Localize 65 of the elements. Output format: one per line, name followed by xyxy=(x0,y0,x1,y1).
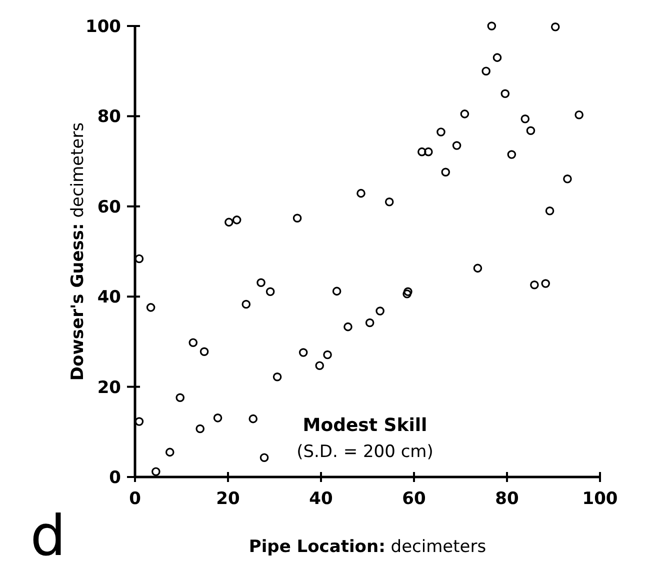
point xyxy=(256,278,266,288)
point xyxy=(323,350,332,360)
point xyxy=(520,114,530,124)
point xyxy=(356,188,366,198)
annotation: (S.D. = 200 cm) xyxy=(296,442,434,462)
point xyxy=(563,174,572,184)
point xyxy=(545,206,554,216)
text: d xyxy=(30,504,66,569)
y-tick-label: 40 xyxy=(97,288,122,308)
point xyxy=(507,150,516,159)
x-tick-label: 20 xyxy=(216,489,240,509)
point xyxy=(492,53,502,62)
point xyxy=(213,414,222,422)
x-tick-label: 100 xyxy=(582,489,618,509)
point xyxy=(436,128,446,136)
point xyxy=(424,147,433,156)
point xyxy=(332,286,342,296)
point xyxy=(298,348,308,357)
x-tick-label: 0 xyxy=(129,489,142,509)
point xyxy=(526,126,536,136)
point xyxy=(242,300,251,309)
point xyxy=(248,414,258,424)
x-tick-label: 40 xyxy=(309,489,333,509)
point xyxy=(384,197,394,206)
point xyxy=(224,218,234,227)
point xyxy=(196,424,204,434)
y-axis-title: Dowser's Guess: decimeters xyxy=(68,122,88,381)
point xyxy=(460,110,470,118)
point xyxy=(315,361,324,370)
y-tick-label: 20 xyxy=(97,378,122,398)
x-tick-label: 60 xyxy=(402,489,426,509)
point xyxy=(292,214,302,223)
point xyxy=(482,66,490,76)
point xyxy=(376,306,384,316)
x-tick-label: 80 xyxy=(495,489,519,509)
point xyxy=(152,467,160,476)
point xyxy=(365,318,374,328)
y-tick-label: 100 xyxy=(86,17,122,37)
point xyxy=(550,22,560,32)
point xyxy=(188,338,198,347)
point xyxy=(473,264,482,273)
y-tick-label: 80 xyxy=(97,107,122,128)
point xyxy=(530,280,539,290)
point xyxy=(232,216,242,224)
point xyxy=(146,303,156,312)
point xyxy=(176,393,185,402)
point xyxy=(200,347,209,356)
point xyxy=(165,448,174,457)
y-tick-label: 0 xyxy=(109,468,122,488)
y-tick-label: 60 xyxy=(97,197,122,218)
point xyxy=(487,22,496,30)
point xyxy=(500,89,510,98)
point xyxy=(418,147,426,156)
point xyxy=(541,279,550,288)
point xyxy=(574,110,584,120)
annotation: Modest Skill xyxy=(302,415,428,436)
point xyxy=(272,372,282,382)
point xyxy=(344,322,352,332)
point xyxy=(266,287,275,296)
point xyxy=(441,168,450,177)
point xyxy=(260,453,269,462)
x-axis-title: Pipe Location: decimeters xyxy=(248,537,486,557)
point xyxy=(404,287,412,296)
point xyxy=(402,289,412,298)
point xyxy=(452,141,462,150)
